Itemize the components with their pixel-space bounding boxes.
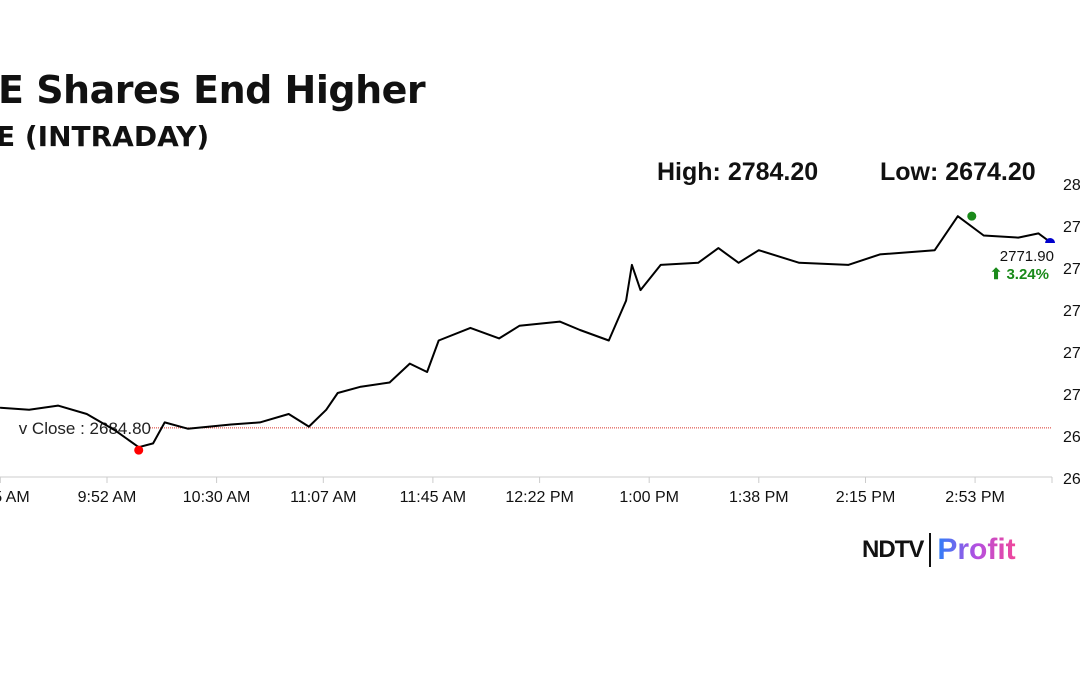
- low-marker: [134, 445, 144, 455]
- price-point: [469, 327, 472, 329]
- x-tick-label: 11:45 AM: [400, 489, 466, 506]
- last-price-label: 2771.90: [1000, 248, 1054, 265]
- last-price-marker: [1045, 238, 1056, 244]
- price-point: [259, 421, 261, 424]
- logo-brand: NDTV: [862, 536, 924, 563]
- price-point: [409, 362, 411, 365]
- price-point: [933, 249, 936, 251]
- price-point: [28, 409, 30, 411]
- logo-product: Profit: [937, 533, 1016, 566]
- ndtv-profit-logo: NDTV Profit: [862, 532, 1016, 568]
- price-point: [498, 337, 501, 340]
- y-tick-label: 2780: [1063, 219, 1080, 236]
- price-line: [0, 215, 1051, 449]
- price-point: [697, 262, 700, 264]
- price-point: [757, 249, 760, 251]
- low-label: Low: 2674.20: [880, 158, 1036, 186]
- price-point: [798, 262, 800, 264]
- chart-subtitle: E (INTRADAY): [0, 120, 210, 153]
- price-point: [426, 371, 428, 373]
- prev-close-label: v Close : 2684.80: [19, 419, 151, 438]
- x-tick-label: 2:15 PM: [836, 489, 896, 506]
- y-tick-label: 2760: [1063, 261, 1080, 278]
- price-point: [308, 425, 310, 428]
- high-marker: [967, 211, 977, 221]
- price-point: [152, 442, 154, 445]
- price-point: [325, 409, 327, 411]
- x-tick-label: 1:38 PM: [729, 489, 789, 506]
- price-point: [114, 430, 117, 432]
- price-point: [388, 381, 391, 384]
- price-point: [86, 413, 88, 415]
- price-point: [659, 264, 662, 266]
- y-tick-label: 2680: [1063, 429, 1080, 446]
- price-point: [359, 385, 362, 388]
- price-point: [737, 262, 740, 264]
- x-tick-label: 1:00 PM: [619, 489, 679, 506]
- x-tick-label: 9:52 AM: [78, 489, 137, 506]
- x-tick-label: 10:30 AM: [183, 489, 251, 506]
- price-point: [847, 264, 849, 266]
- price-point: [518, 325, 521, 327]
- price-point: [879, 253, 881, 256]
- price-point: [437, 339, 440, 342]
- y-tick-label: 2720: [1063, 345, 1080, 362]
- price-point: [982, 234, 985, 237]
- price-point: [639, 289, 642, 291]
- logo-divider: [929, 533, 932, 567]
- price-point: [336, 392, 339, 394]
- high-label: High: 2784.20: [657, 158, 819, 186]
- price-point: [717, 247, 720, 249]
- y-tick-label: 2740: [1063, 303, 1080, 320]
- y-tick-label: 2660: [1063, 471, 1080, 488]
- change-percent-label: ⬆ 3.24%: [990, 266, 1049, 283]
- price-point: [186, 427, 189, 430]
- price-point: [956, 215, 959, 217]
- price-point: [0, 406, 2, 409]
- x-tick-label: 2:53 PM: [945, 489, 1005, 506]
- price-point: [558, 320, 561, 323]
- y-tick-label: 2700: [1063, 387, 1080, 404]
- x-tick-label: 12:22 PM: [505, 489, 573, 506]
- y-tick-label: 2800: [1063, 177, 1080, 194]
- price-point: [608, 339, 610, 342]
- price-point: [163, 421, 166, 424]
- price-point: [625, 299, 627, 302]
- price-point: [287, 413, 290, 415]
- price-point: [57, 404, 59, 407]
- price-point: [579, 329, 581, 331]
- x-tick-label: 11:07 AM: [290, 489, 356, 506]
- price-point: [1017, 236, 1020, 239]
- x-tick-label: 9:15 AM: [0, 489, 30, 506]
- price-point: [230, 423, 232, 426]
- price-point: [631, 264, 633, 266]
- chart-title: E Shares End Higher: [0, 68, 426, 112]
- price-point: [1037, 232, 1040, 235]
